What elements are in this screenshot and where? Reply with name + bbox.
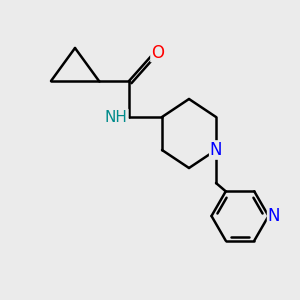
Text: N: N (268, 207, 280, 225)
Text: N: N (210, 141, 222, 159)
Text: O: O (151, 44, 164, 62)
Text: NH: NH (105, 110, 128, 124)
